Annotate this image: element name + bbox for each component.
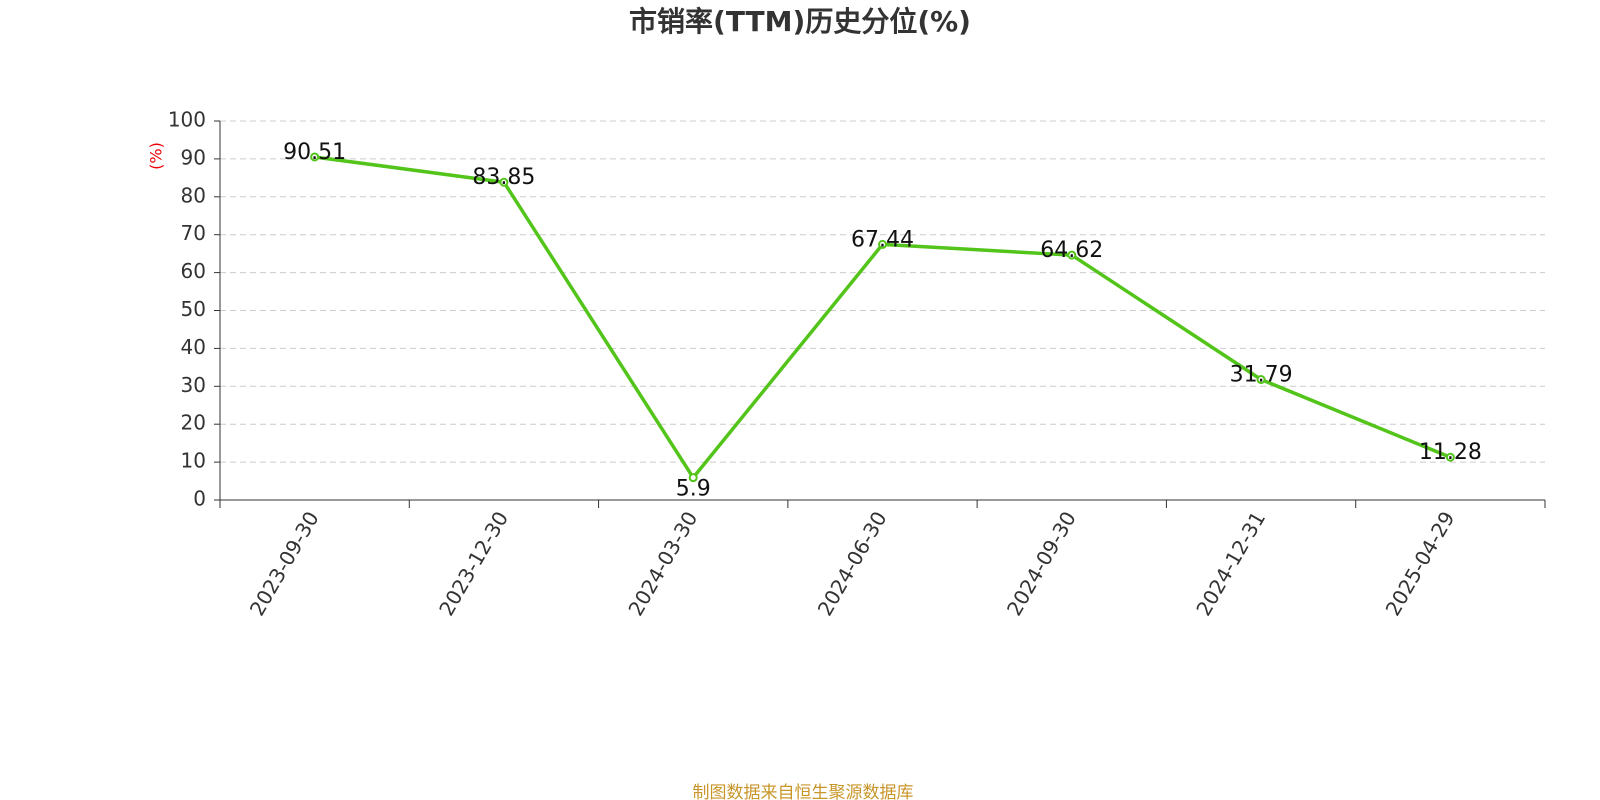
y-axis-label: (%) [147, 142, 166, 170]
x-tick-label: 2025-04-29 [1381, 507, 1460, 620]
y-tick-label: 30 [181, 373, 206, 397]
data-label: 90.51 [283, 140, 346, 165]
x-tick-label: 2024-09-30 [1002, 507, 1081, 620]
data-label: 83.85 [472, 165, 535, 190]
point [1067, 250, 1077, 260]
point [310, 152, 320, 162]
y-tick-label: 10 [181, 449, 206, 473]
chart-title: 市销率(TTM)历史分位(%) [629, 5, 971, 38]
line [314, 155, 1452, 480]
x-tick-label: 2023-12-30 [434, 507, 513, 620]
x-tick-label: 2024-03-30 [623, 507, 702, 620]
point [1445, 452, 1455, 462]
point [878, 239, 887, 249]
y-tick-label: 0 [193, 487, 206, 511]
y-tick-label: 90 [181, 145, 206, 169]
y-tick-label: 60 [181, 259, 206, 283]
y-tick-label: 100 [168, 108, 206, 132]
point [688, 473, 698, 483]
y-tick-label: 20 [181, 411, 206, 435]
data-label: 11.28 [1419, 440, 1482, 465]
y-tick-label: 50 [181, 297, 206, 321]
x-tick-label: 2023-09-30 [245, 507, 324, 620]
point [1256, 375, 1266, 385]
x-tick-label: 2024-06-30 [813, 507, 892, 620]
point [499, 177, 509, 187]
source-note: 制图数据来自恒生聚源数据库 [693, 783, 914, 800]
data-label: 64.62 [1040, 238, 1103, 263]
x-tick-label: 2024-12-31 [1191, 507, 1270, 620]
y-tick-label: 80 [181, 183, 206, 207]
data-label: 5.9 [676, 477, 711, 502]
data-label: 67.44 [851, 227, 914, 252]
data-label: 31.79 [1230, 363, 1293, 388]
y-tick-label: 40 [181, 335, 206, 359]
y-tick-label: 70 [181, 221, 206, 245]
